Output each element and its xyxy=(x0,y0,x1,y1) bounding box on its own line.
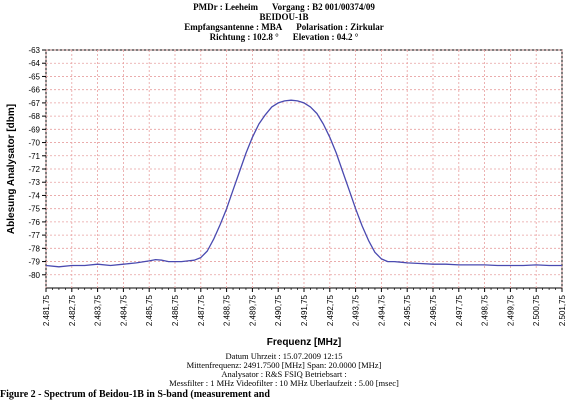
header-line-4: Richtung : 102.8 ° Elevation : 04.2 ° xyxy=(0,32,568,42)
direction-label: Richtung : 102.8 ° xyxy=(209,32,279,42)
y-tick-label: -74 xyxy=(28,191,40,200)
info-filter: Messfilter : 1 MHz Videofilter : 10 MHz … xyxy=(169,378,399,388)
y-axis-ticks: -63 -64 -65 -66 -67 -68 -69 -70 -71 -72 -73 -74 -75 -… xyxy=(28,46,46,280)
header-line-3: Empfangsantenne : MBA Polarisation : Zirk… xyxy=(0,22,568,32)
header-line-2: BEIDOU-1B xyxy=(0,12,568,22)
y-tick-label: -75 xyxy=(28,205,40,214)
y-tick-label: -80 xyxy=(28,271,40,280)
x-tick-label: 2.485,75 xyxy=(145,294,154,326)
y-tick-label: -64 xyxy=(28,59,40,68)
x-axis-title: Frequenz [MHz] xyxy=(267,337,341,348)
x-tick-label: 2.482,75 xyxy=(68,294,77,326)
x-tick-label: 2.493,75 xyxy=(352,294,361,326)
elevation-label: Elevation : 04.2 ° xyxy=(292,32,359,42)
case-number-label: Vorgang : B2 001/00374/09 xyxy=(271,2,375,12)
x-tick-label: 2.501,75 xyxy=(558,294,567,326)
info-datetime: Datum Uhrzeit : 15.07.2009 12:15 xyxy=(225,351,343,361)
x-tick-label: 2.486,75 xyxy=(171,294,180,326)
y-tick-label: -69 xyxy=(28,125,40,134)
info-frequency: Mittenfrequenz: 2491.7500 [MHz] Span: 20… xyxy=(186,360,382,370)
antenna-label: Empfangsantenne : MBA xyxy=(184,22,283,32)
y-tick-label: -71 xyxy=(28,152,40,161)
x-tick-label: 2.483,75 xyxy=(94,294,103,326)
x-axis-ticks: 2.481,75 2.482,75 2.483,75 2.484,75 2.485,75… xyxy=(42,288,567,326)
y-tick-label: -77 xyxy=(28,231,40,240)
x-tick-label: 2.496,75 xyxy=(429,294,438,326)
y-tick-label: -68 xyxy=(28,112,40,121)
y-tick-label: -73 xyxy=(28,178,40,187)
x-tick-label: 2.488,75 xyxy=(223,294,232,326)
y-tick-label: -72 xyxy=(28,165,40,174)
x-tick-label: 2.492,75 xyxy=(326,294,335,326)
y-tick-label: -65 xyxy=(28,72,40,81)
x-tick-label: 2.495,75 xyxy=(403,294,412,326)
x-tick-label: 2.487,75 xyxy=(197,294,206,326)
y-tick-label: -66 xyxy=(28,86,40,95)
series-group xyxy=(45,99,562,268)
satellite-name: BEIDOU-1B xyxy=(259,12,309,22)
y-tick-label: -67 xyxy=(28,99,40,108)
x-tick-label: 2.489,75 xyxy=(248,294,257,326)
y-tick-label: -79 xyxy=(28,258,40,267)
info-analyzer: Analysator : R&S FSIQ Betriebsart : xyxy=(221,369,347,379)
x-tick-label: 2.500,75 xyxy=(532,294,541,326)
y-tick-label: -63 xyxy=(28,46,40,55)
x-tick-label: 2.494,75 xyxy=(377,294,386,326)
x-tick-label: 2.499,75 xyxy=(506,294,515,326)
x-tick-label: 2.481,75 xyxy=(42,294,51,326)
y-axis-title: Ablesung Analysator [dbm] xyxy=(6,104,17,234)
polarisation-label: Polarisation : Zirkular xyxy=(296,22,384,32)
spectrum-line xyxy=(45,99,562,268)
x-tick-label: 2.498,75 xyxy=(481,294,490,326)
y-tick-label: -76 xyxy=(28,218,40,227)
station-label: PMDr : Leeheim xyxy=(193,2,258,12)
x-tick-label: 2.491,75 xyxy=(300,294,309,326)
figure-caption: Figure 2 - Spectrum of Beidou-1B in S-ba… xyxy=(0,389,270,400)
x-tick-label: 2.497,75 xyxy=(455,294,464,326)
y-tick-label: -78 xyxy=(28,244,40,253)
y-tick-label: -70 xyxy=(28,139,40,148)
x-tick-label: 2.490,75 xyxy=(274,294,283,326)
x-tick-label: 2.484,75 xyxy=(119,294,128,326)
header-line-1: PMDr : Leeheim Vorgang : B2 001/00374/09 xyxy=(0,2,568,12)
